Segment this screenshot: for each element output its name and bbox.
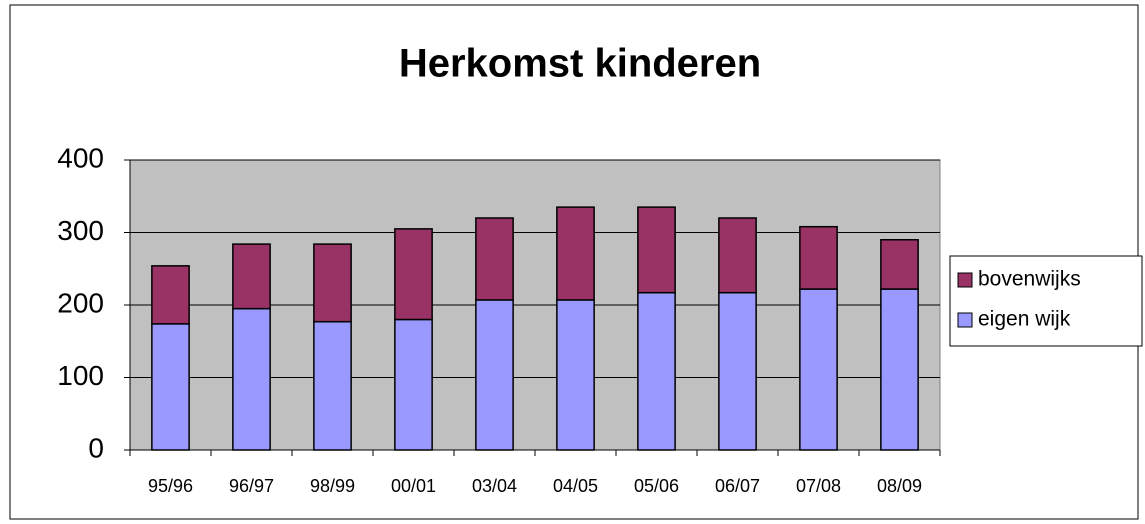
y-tick-label: 200	[57, 287, 104, 318]
bar-segment	[151, 323, 190, 451]
x-tick-label: 03/04	[472, 476, 517, 496]
bar-segment	[475, 217, 514, 301]
y-tick-label: 0	[88, 432, 104, 463]
bar-segment	[313, 243, 352, 323]
x-tick-label: 07/08	[796, 476, 841, 496]
y-tick-label: 400	[57, 142, 104, 173]
y-tick-label: 100	[57, 360, 104, 391]
x-tick-label: 06/07	[715, 476, 760, 496]
bar-segment	[718, 217, 757, 294]
bar-segment	[232, 243, 271, 310]
bar-segment	[637, 291, 676, 451]
bar-segment	[718, 291, 757, 451]
bar-segment	[556, 206, 595, 301]
bar-segment	[556, 299, 595, 451]
legend-box	[949, 255, 1143, 347]
x-tick-label: 98/99	[310, 476, 355, 496]
x-tick-label: 08/09	[877, 476, 922, 496]
bar-segment	[232, 307, 271, 451]
bar-segment	[151, 265, 190, 325]
x-tick-label: 96/97	[229, 476, 274, 496]
y-tick-label: 300	[57, 215, 104, 246]
bar-segment	[394, 318, 433, 451]
legend-label: eigen wijk	[978, 308, 1071, 331]
x-tick-label: 04/05	[553, 476, 598, 496]
chart-title: Herkomst kinderen	[399, 42, 761, 86]
bar-segment	[475, 299, 514, 451]
legend-label: bovenwijks	[978, 268, 1081, 291]
bar-segment	[880, 239, 919, 290]
bar-segment	[799, 225, 838, 290]
bar-segment	[637, 206, 676, 294]
bar-segment	[313, 320, 352, 451]
bar-segment	[880, 288, 919, 451]
x-tick-label: 00/01	[391, 476, 436, 496]
bar-segment	[394, 228, 433, 321]
legend-swatch	[957, 272, 973, 288]
x-tick-label: 95/96	[148, 476, 193, 496]
x-tick-label: 05/06	[634, 476, 679, 496]
legend-swatch	[957, 312, 973, 328]
bar-segment	[799, 288, 838, 451]
